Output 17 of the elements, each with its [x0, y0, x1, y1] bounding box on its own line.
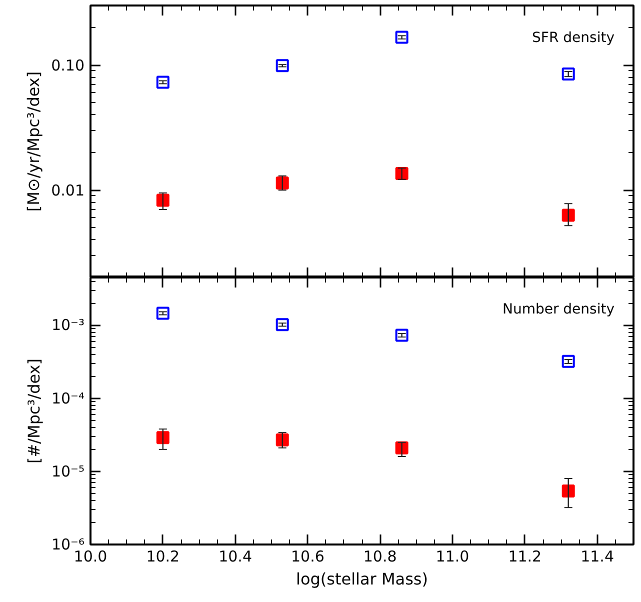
x-tick-label: 10.8: [363, 548, 397, 566]
y-axis-title: [M⊙/yr/Mpc³/dex]: [24, 71, 44, 212]
y-tick-label: 10⁻⁴: [51, 389, 85, 408]
annotation: SFR density: [532, 30, 614, 46]
y-axis-title: [#/Mpc³/dex]: [24, 358, 44, 464]
annotation: Number density: [502, 302, 615, 318]
x-tick-label: 11.2: [508, 548, 542, 566]
x-tick-label: 10.4: [218, 548, 252, 566]
x-tick-label: 11.0: [436, 548, 470, 566]
x-tick-label: 11.4: [580, 548, 614, 566]
y-tick-label: 0.10: [51, 56, 85, 75]
x-tick-label: 10.6: [291, 548, 324, 566]
x-axis-title: log(stellar Mass): [296, 570, 428, 588]
y-tick-label: 0.01: [51, 182, 85, 200]
y-tick-label: 10⁻⁵: [51, 462, 85, 480]
x-tick-label: 10.2: [146, 548, 180, 566]
y-tick-label: 10⁻³: [51, 316, 85, 334]
